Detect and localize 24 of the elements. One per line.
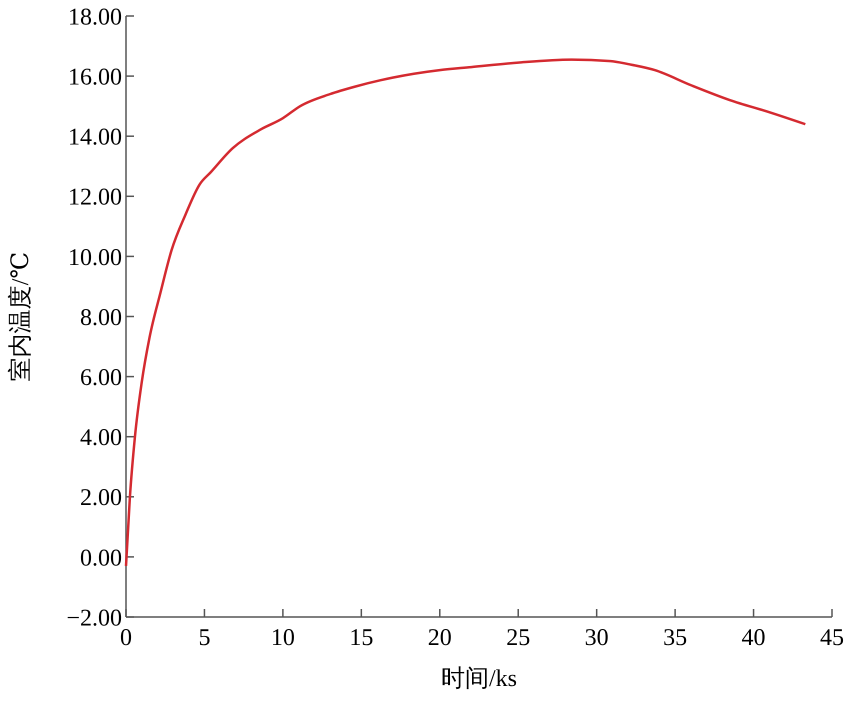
y-tick-label: −2.00 xyxy=(66,605,122,632)
y-tick-label: 6.00 xyxy=(80,365,122,391)
x-tick-label: 5 xyxy=(198,625,210,651)
x-tick-label: 40 xyxy=(742,625,766,651)
y-tick-label: 4.00 xyxy=(80,425,122,452)
line-series xyxy=(124,58,807,568)
x-tick-label: 45 xyxy=(820,625,844,651)
x-tick-label: 0 xyxy=(120,625,132,651)
x-tick-label: 25 xyxy=(506,625,530,651)
y-tick-label: 14.00 xyxy=(68,124,122,151)
x-axis-title: 时间/ks xyxy=(440,666,518,692)
x-tick-label: 20 xyxy=(428,625,452,651)
x-tick-label: 35 xyxy=(663,625,688,651)
y-tick-label: 0.00 xyxy=(80,545,122,572)
y-tick-label: 12.00 xyxy=(68,184,122,211)
y-tick-label: 10.00 xyxy=(68,244,122,271)
x-tick-label: 15 xyxy=(349,625,374,651)
y-tick-label: 2.00 xyxy=(80,485,122,512)
x-tick-label: 30 xyxy=(584,625,609,651)
y-tick-label: 18.00 xyxy=(68,4,122,30)
y-tick-label: 16.00 xyxy=(68,64,122,90)
y-tick-label: 8.00 xyxy=(80,304,122,331)
x-tick-label: 10 xyxy=(270,625,295,651)
y-axis-title: 室内温度/℃ xyxy=(7,252,34,382)
